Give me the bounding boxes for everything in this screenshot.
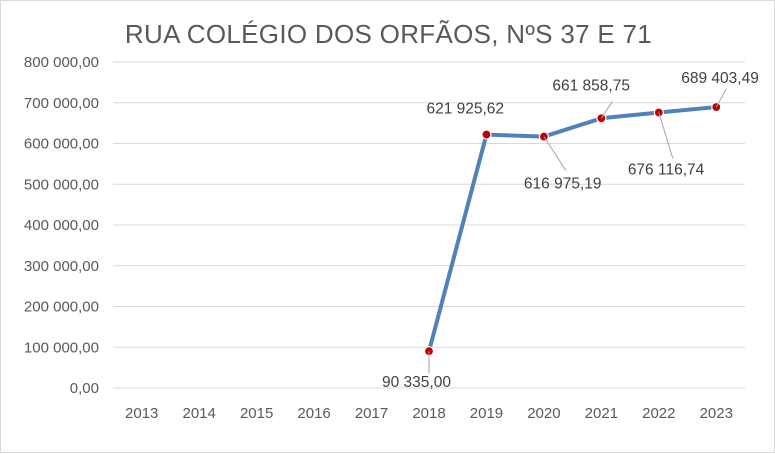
x-tick-label: 2022 — [642, 405, 675, 422]
x-tick-label: 2016 — [297, 405, 330, 422]
y-tick-label: 700 000,00 — [24, 95, 99, 112]
y-tick-label: 800 000,00 — [24, 54, 99, 71]
data-label: 90 335,00 — [382, 374, 451, 391]
x-tick-label: 2017 — [355, 405, 388, 422]
x-tick-label: 2014 — [182, 405, 215, 422]
data-label: 616 975,19 — [524, 176, 602, 193]
leader-line — [543, 136, 567, 171]
x-tick-label: 2013 — [125, 405, 158, 422]
chart-title: RUA COLÉGIO DOS ORFÃOS, NºS 37 E 71 — [124, 19, 653, 49]
y-tick-label: 0,00 — [70, 380, 99, 397]
y-tick-label: 600 000,00 — [24, 136, 99, 153]
x-tick-label: 2018 — [412, 405, 445, 422]
y-tick-label: 200 000,00 — [24, 299, 99, 316]
x-tick-label: 2020 — [527, 405, 560, 422]
leader-line — [600, 101, 613, 119]
data-label: 676 116,74 — [628, 161, 705, 178]
data-point — [481, 129, 492, 140]
x-tick-label: 2023 — [700, 405, 733, 422]
data-label: 621 925,62 — [426, 101, 504, 118]
leader-line — [715, 88, 727, 108]
data-label: 661 858,75 — [552, 77, 630, 94]
series-line — [427, 105, 719, 354]
y-tick-label: 100 000,00 — [24, 339, 99, 356]
data-label: 689 403,49 — [681, 70, 759, 87]
y-tick-label: 400 000,00 — [24, 217, 99, 234]
y-tick-label: 500 000,00 — [24, 176, 99, 193]
y-tick-label: 300 000,00 — [24, 258, 99, 275]
leader-line — [658, 112, 674, 159]
x-tick-label: 2019 — [470, 405, 503, 422]
x-tick-label: 2021 — [585, 405, 618, 422]
x-tick-label: 2015 — [240, 405, 273, 422]
